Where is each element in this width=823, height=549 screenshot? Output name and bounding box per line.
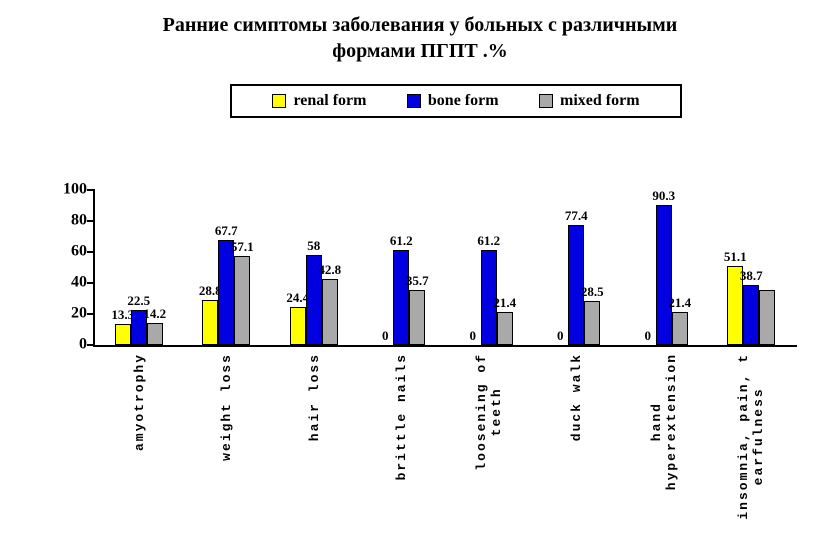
bar-value-label: 42.8: [318, 261, 342, 277]
bar-value-label: 35.7: [405, 272, 429, 288]
bar: [114, 324, 131, 345]
bar-value-label: 24.4: [286, 290, 310, 306]
y-axis-line: [93, 189, 95, 347]
bar: [321, 278, 338, 345]
x-axis-category-label-text: hair loss: [306, 353, 322, 442]
legend-label: renal form: [293, 92, 367, 109]
bar: [202, 300, 219, 345]
bar-value-label: 13.3: [111, 307, 135, 323]
bar: [568, 225, 585, 345]
x-axis-category-label-text: weight loss: [218, 353, 234, 461]
bar: [727, 265, 744, 345]
bar: [146, 322, 163, 345]
chart-title-line-2: формами ПГПТ .%: [332, 40, 508, 62]
bar-value-label: 61.2: [477, 233, 501, 249]
legend-item-bone-form: bone form: [406, 92, 499, 110]
x-axis-category-label: amyotrophy: [116, 353, 162, 549]
legend-label: bone form: [427, 92, 499, 109]
bar-value-label: 61.2: [389, 233, 413, 249]
bar: [584, 300, 601, 345]
y-axis-tick-mark: [87, 220, 93, 222]
bone-form-swatch: [406, 94, 421, 108]
bar-value-label: 0: [557, 328, 564, 343]
bar-value-label: 0: [644, 328, 652, 343]
mixed-form-swatch: [538, 94, 553, 108]
bar-value-label: 0: [469, 328, 477, 343]
bar: [289, 307, 306, 345]
bar-value-label: 28.8: [198, 283, 222, 299]
x-axis-category-label: insomnia, pain, t earfulness: [728, 353, 774, 549]
bar: [743, 285, 760, 345]
x-axis-category-label: duck walk: [553, 353, 599, 549]
bar-value-label: 90.3: [652, 188, 676, 204]
bar-value-label: 0: [382, 328, 389, 343]
bar: [305, 255, 322, 345]
chart-title: Ранние симптомы заболевания у больных с …: [50, 12, 790, 64]
x-axis-category-label: loosening of teeth: [466, 353, 512, 549]
y-axis-tick-mark: [87, 344, 93, 346]
x-axis-category-label-text: brittle nails: [393, 353, 409, 481]
bar-value-label: 28.5: [580, 283, 604, 299]
bar: [130, 310, 147, 345]
bar: [496, 311, 513, 345]
bar-value-label: 38.7: [739, 268, 763, 283]
bar: [393, 250, 410, 345]
y-axis-tick-mark: [87, 313, 93, 315]
x-axis-category-label-text: loosening of teeth: [473, 353, 504, 471]
bar-value-label: 14.2: [143, 305, 167, 321]
renal-form-swatch: [272, 94, 287, 108]
x-axis-line: [93, 345, 797, 347]
chart-legend: renal form bone form mixed form: [230, 84, 682, 118]
legend-item-mixed-form: mixed form: [538, 92, 640, 110]
bar-value-label: 21.4: [668, 294, 692, 310]
x-axis-category-label: weight loss: [203, 353, 249, 549]
legend-label: mixed form: [559, 92, 640, 109]
bar-value-label: 57.1: [230, 239, 254, 255]
y-axis-tick-label: 40: [71, 273, 87, 291]
bar: [759, 289, 776, 345]
bar-value-label: 22.5: [127, 293, 151, 309]
chart-title-line-1: Ранние симптомы заболевания у больных с …: [162, 14, 678, 36]
y-axis-tick-mark: [87, 282, 93, 284]
bar: [671, 311, 688, 345]
x-axis-category-label-text: hand hyperextension: [648, 353, 679, 491]
bar: [234, 256, 251, 345]
x-axis-category-label-text: duck walk: [568, 353, 584, 442]
y-axis-tick-mark: [87, 251, 93, 253]
x-axis-category-label-text: insomnia, pain, t earfulness: [736, 353, 767, 520]
bar-value-label: 21.4: [493, 294, 517, 310]
y-axis-tick-label: 100: [63, 180, 87, 198]
legend-item-renal-form: renal form: [272, 92, 366, 110]
x-axis-category-label-text: amyotrophy: [131, 353, 147, 452]
bar: [409, 289, 426, 345]
y-axis-tick-label: 80: [71, 211, 87, 229]
bar-value-label: 67.7: [214, 223, 238, 239]
bar: [218, 240, 235, 345]
bar-value-label: 51.1: [723, 248, 747, 264]
y-axis-tick-label: 20: [71, 304, 87, 322]
bar: [655, 205, 672, 345]
bar-value-label: 77.4: [564, 208, 588, 224]
bar: [480, 250, 497, 345]
bar-value-label: 58: [307, 238, 321, 254]
x-axis-category-label: hand hyperextension: [641, 353, 687, 549]
y-axis-tick-label: 60: [71, 242, 87, 260]
x-axis-category-label: hair loss: [291, 353, 337, 549]
y-axis-tick-label: 0: [79, 335, 87, 353]
x-axis-category-label: brittle nails: [378, 353, 424, 549]
y-axis-tick-mark: [87, 189, 93, 191]
